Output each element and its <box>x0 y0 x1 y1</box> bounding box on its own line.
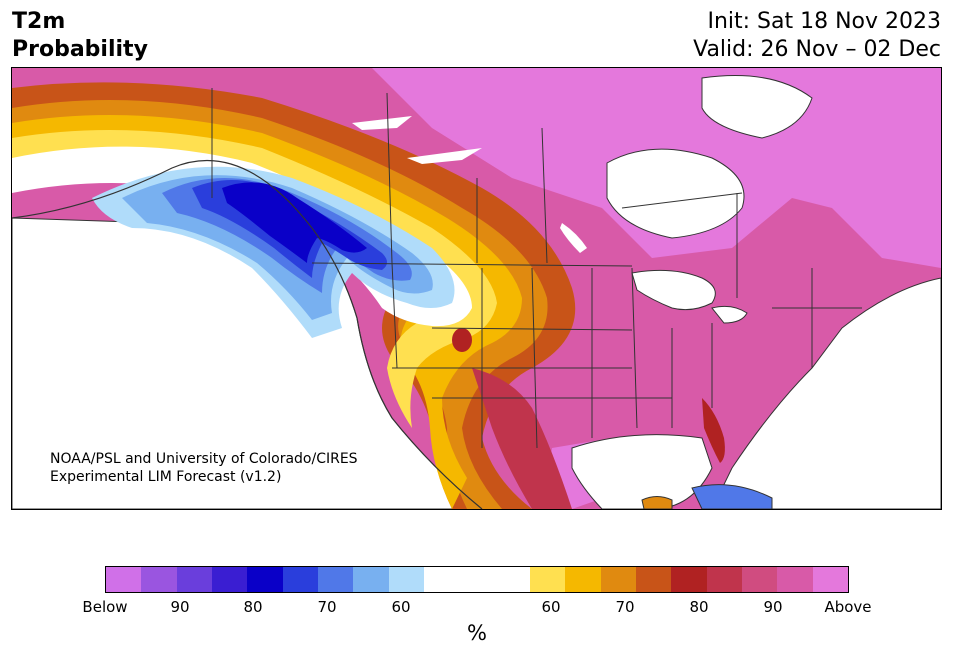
colorbar-segment <box>388 567 424 592</box>
hudson-bay <box>606 148 745 239</box>
cuba <box>691 484 773 509</box>
political-borders <box>211 88 862 449</box>
colorbar-label: 70 <box>615 598 635 616</box>
credit-line-2: Experimental LIM Forecast (v1.2) <box>50 469 282 485</box>
colorbar-label: Below <box>82 598 128 616</box>
colorbar-segment <box>282 567 318 592</box>
region-above-80-band <box>472 368 572 509</box>
colorbar-segment <box>529 567 566 592</box>
colorbar-segment <box>459 567 495 592</box>
map-title: T2m Probability <box>12 8 148 64</box>
colorbar-label: 90 <box>170 598 190 616</box>
colorbar-label: 90 <box>763 598 783 616</box>
colorbar-segment <box>741 567 778 592</box>
arctic-water <box>701 75 813 139</box>
colorbar-segment <box>565 567 601 592</box>
colorbar-segment <box>317 567 354 592</box>
valid-range: Valid: 26 Nov – 02 Dec <box>693 37 941 62</box>
colorbar-segment <box>211 567 248 592</box>
colorbar-units: % <box>467 621 487 645</box>
yucatan <box>641 496 673 509</box>
region-above-55 <box>12 130 497 428</box>
colorbar-label: Above <box>824 598 872 616</box>
lake-erie-ontario <box>711 305 748 324</box>
alaska-coastline <box>12 160 313 229</box>
colorbar-segment <box>812 567 848 592</box>
lake-winnipeg <box>560 223 587 253</box>
colorbar-segment <box>423 567 460 592</box>
region-above-75-core <box>452 328 472 352</box>
colorbar-label: 80 <box>243 598 263 616</box>
colorbar-segment <box>353 567 389 592</box>
colorbar-segment <box>141 567 177 592</box>
region-below-75 <box>222 182 367 263</box>
colorbar-segment <box>176 567 212 592</box>
colorbar-label: 60 <box>391 598 411 616</box>
florida-above-75 <box>702 398 725 463</box>
title-line-variable: T2m <box>12 9 66 34</box>
colorbar-segment <box>777 567 813 592</box>
title-line-type: Probability <box>12 37 148 62</box>
colorbar-segment <box>247 567 283 592</box>
colorbar-labels: Below 90 80 70 60 60 70 80 90 Above <box>0 598 953 620</box>
great-slave-lake <box>407 148 482 164</box>
init-date: Init: Sat 18 Nov 2023 <box>707 9 941 34</box>
credit-line-1: NOAA/PSL and University of Colorado/CIRE… <box>50 451 358 467</box>
map-credit: NOAA/PSL and University of Colorado/CIRE… <box>50 450 358 486</box>
colorbar-segment <box>494 567 530 592</box>
forecast-dates: Init: Sat 18 Nov 2023 Valid: 26 Nov – 02… <box>693 8 941 64</box>
map-svg <box>12 68 941 509</box>
colorbar-segment <box>600 567 636 592</box>
colorbar-label: 80 <box>689 598 709 616</box>
colorbar-label: 60 <box>541 598 561 616</box>
great-bear-lake <box>352 116 412 130</box>
colorbar-segment <box>706 567 742 592</box>
great-lakes <box>631 269 716 311</box>
colorbar-label: 70 <box>317 598 337 616</box>
colorbar-segment <box>635 567 672 592</box>
forecast-map: NOAA/PSL and University of Colorado/CIRE… <box>11 67 942 510</box>
colorbar-segment <box>671 567 707 592</box>
colorbar-segment <box>106 567 142 592</box>
colorbar <box>105 566 849 593</box>
west-coastline <box>311 227 483 509</box>
